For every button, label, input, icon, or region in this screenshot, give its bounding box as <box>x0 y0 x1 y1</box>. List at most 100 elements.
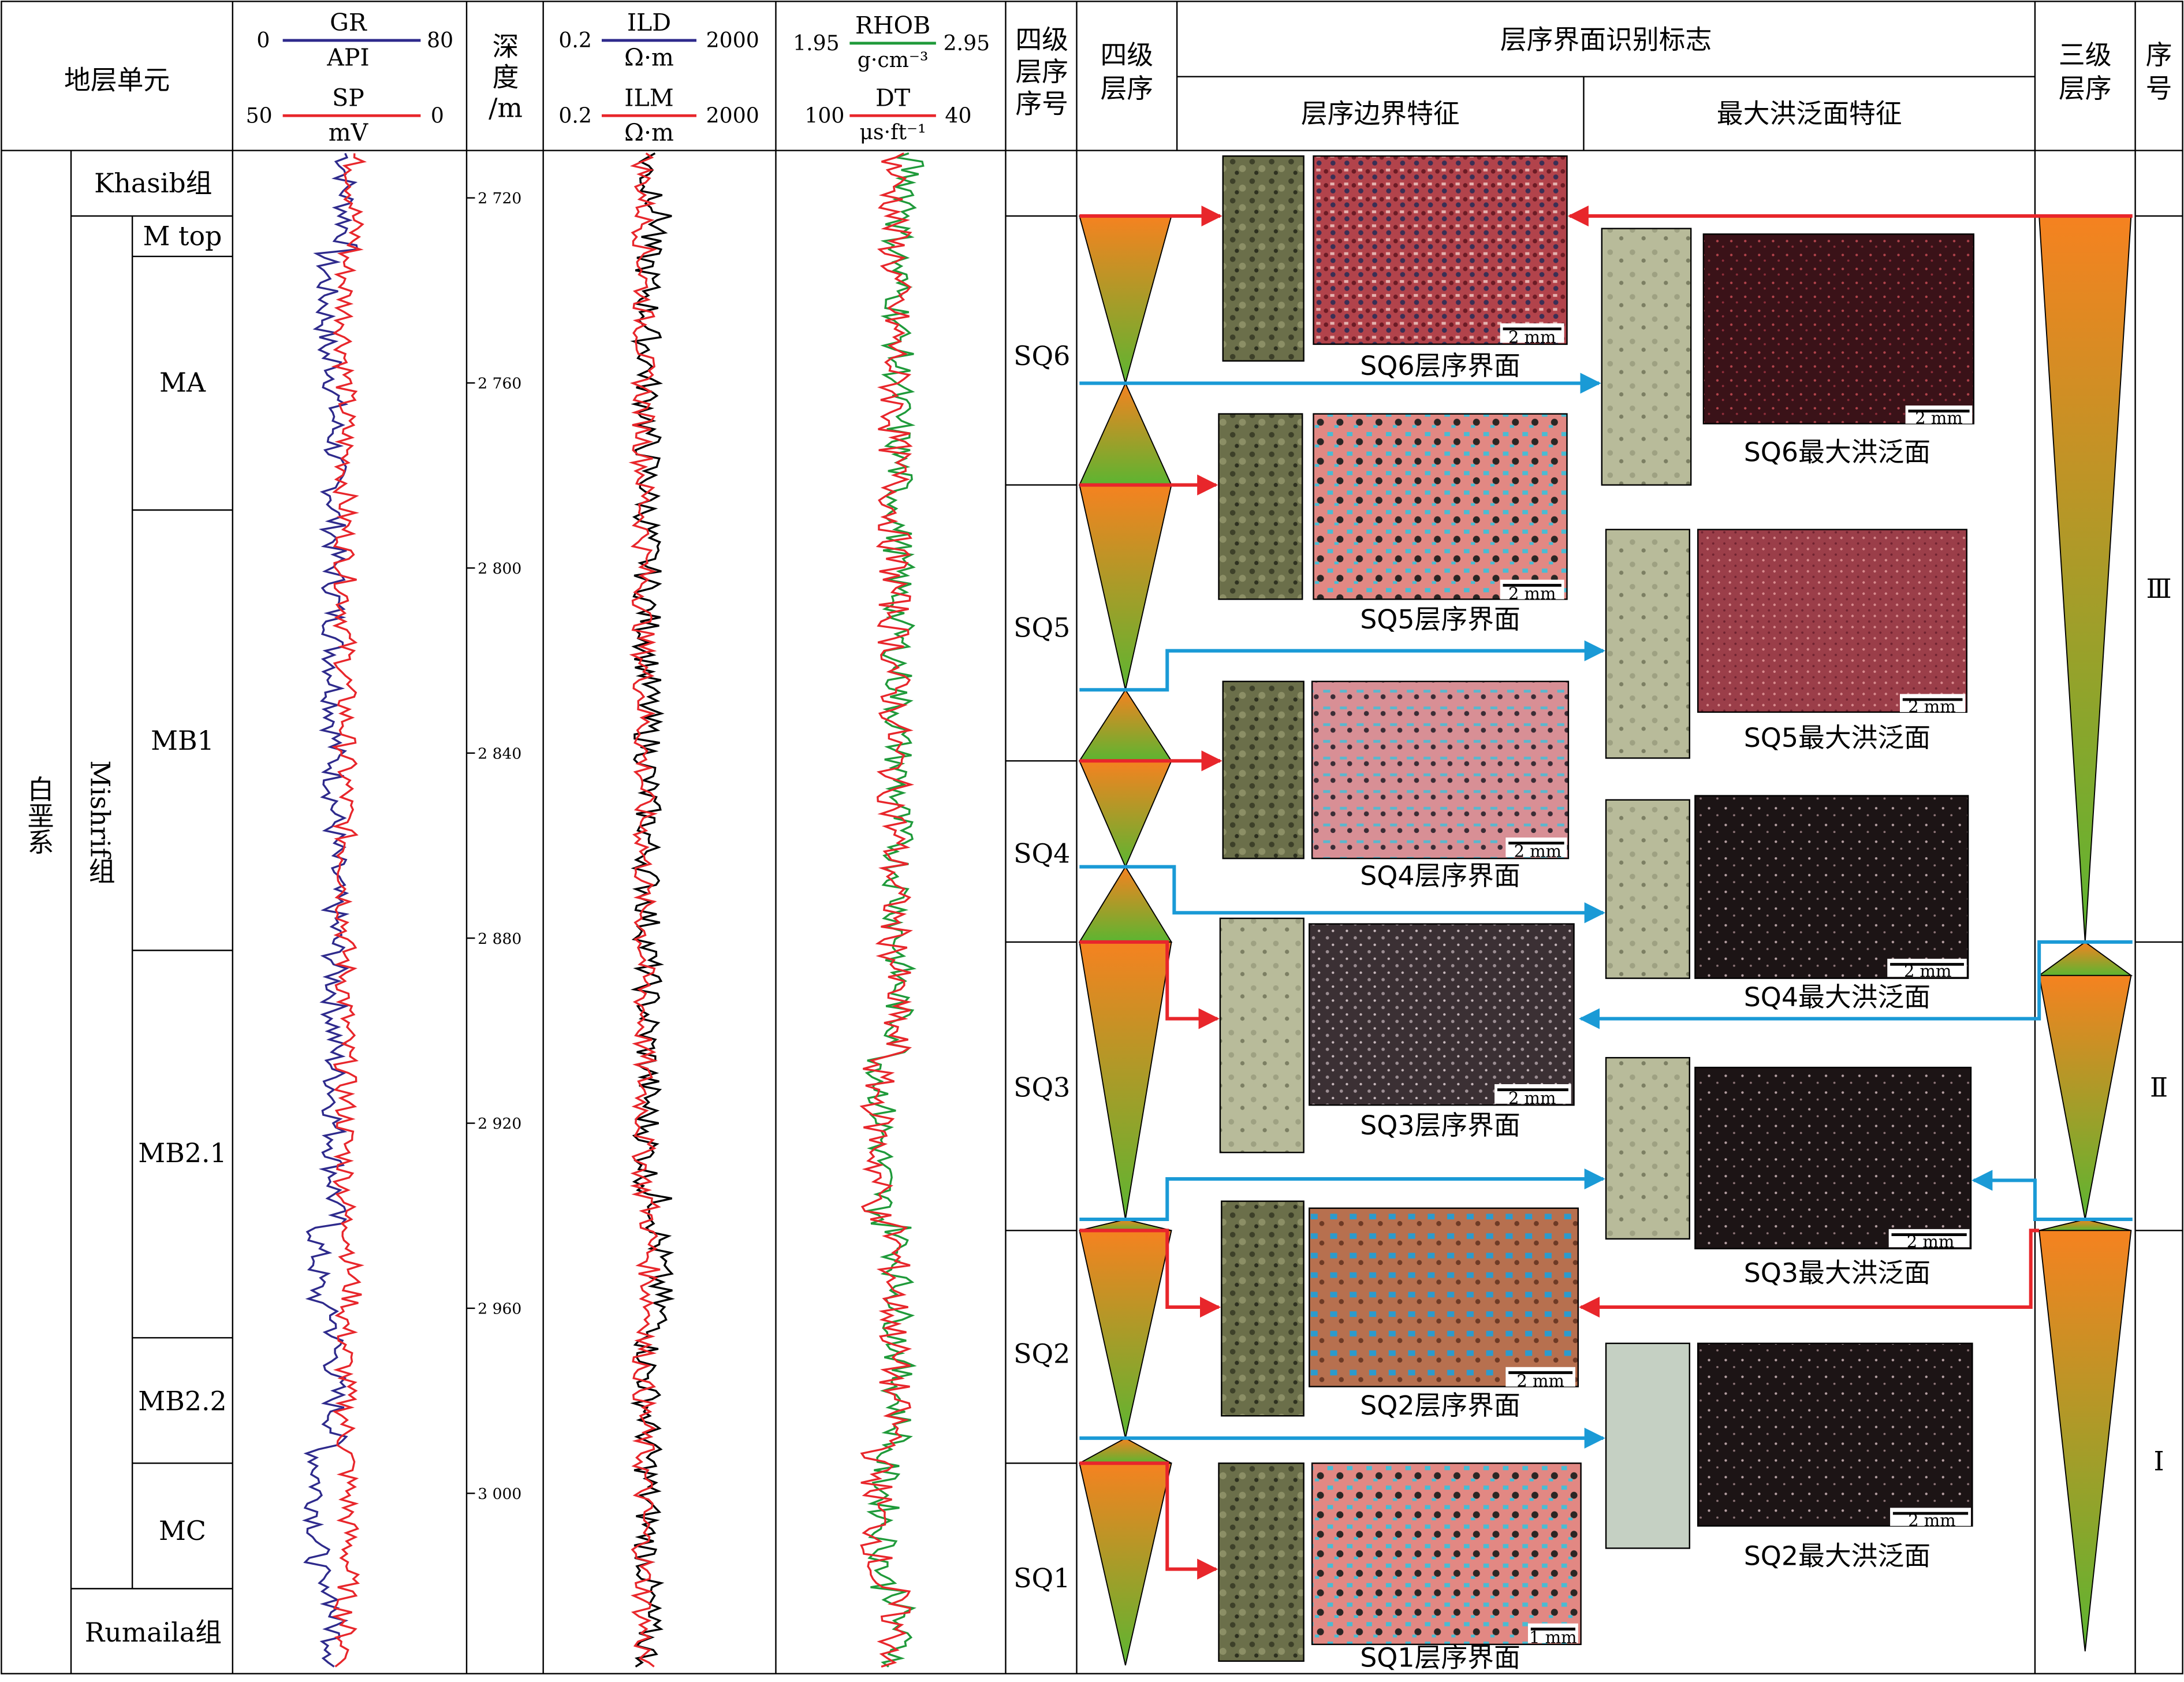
sq4-mfs-arrow <box>1079 865 1605 924</box>
header-third-seq-1: 三级 <box>2059 39 2112 70</box>
dt-unit: μs·ft⁻¹ <box>860 120 926 144</box>
sq1-boundary-thin-section <box>1311 1463 1582 1646</box>
sq1-boundary-core-photo <box>1218 1463 1305 1662</box>
sq2-mfs-thin-section <box>1697 1342 1973 1527</box>
sp-name: SP <box>332 84 364 111</box>
sq5-boundary-caption: SQ5层序界面 <box>1360 604 1520 635</box>
depth-axis: 2 720 2 760 2 800 2 840 2 880 2 920 2 960 3 000 <box>467 189 521 1503</box>
header-fourth-seq-2: 层序 <box>1100 73 1153 104</box>
ilm-name: ILM <box>624 84 673 111</box>
sp-max: 0 <box>431 103 444 128</box>
member-mb2-2: MB2.2 <box>138 1386 226 1417</box>
sq4-boundary-caption: SQ4层序界面 <box>1360 860 1520 891</box>
third-order-triangles <box>2037 215 2133 1652</box>
depth-tick-label: 2 960 <box>478 1300 521 1318</box>
sq6-boundary-thin-section <box>1313 155 1568 345</box>
sq5-mfs-arrow <box>1079 640 1605 692</box>
sq5-transgressive-triangle <box>1078 689 1173 762</box>
depth-tick-label: 2 880 <box>478 930 521 948</box>
scale-bar-label: 1 mm <box>1529 1627 1576 1647</box>
third-seq-ii-label: Ⅱ <box>2150 1072 2168 1103</box>
sq4-regressive-triangle <box>1078 760 1172 869</box>
scale-bar-label: 2 mm <box>1908 697 1955 716</box>
scale-bar-label: 2 mm <box>1508 1088 1556 1108</box>
sq1-label: SQ1 <box>1013 1562 1070 1594</box>
sq5-regressive-triangle <box>1079 484 1172 690</box>
third-seq-ii-triangle <box>2038 974 2132 1220</box>
header-mfs-feature: 最大洪泛面特征 <box>1717 98 1902 129</box>
sq4-label: SQ4 <box>1013 838 1070 869</box>
sq4-transgressive-triangle <box>1078 865 1173 943</box>
dt-min: 100 <box>804 103 844 128</box>
sq2-transgressive-triangle <box>1079 1437 1172 1464</box>
scale-bar-label: 2 mm <box>1516 1371 1564 1391</box>
rhob-min: 1.95 <box>793 31 840 55</box>
khasib-label: Khasib组 <box>94 168 212 199</box>
sq3-boundary-core-photo <box>1219 917 1305 1153</box>
rhob-max: 2.95 <box>944 31 990 55</box>
member-m-top: M top <box>143 221 222 252</box>
sq2-mfs-caption: SQ2最大洪泛面 <box>1744 1540 1930 1571</box>
ild-name: ILD <box>627 9 671 36</box>
sq2-mfs-core-photo <box>1605 1342 1690 1549</box>
scale-bar-label: 2 mm <box>1904 961 1951 981</box>
dt-max: 40 <box>945 103 971 128</box>
boundary-photos <box>1218 155 1582 1662</box>
third-seq-iii-label: Ⅲ <box>2146 573 2172 604</box>
scale-bar-label: 2 mm <box>1508 327 1556 347</box>
sq4-mfs-thin-section <box>1694 795 1969 979</box>
third-seq-i-label: Ⅰ <box>2154 1445 2164 1476</box>
formation-label: Mishrif组 <box>85 760 116 884</box>
sq3-mfs-caption: SQ3最大洪泛面 <box>1744 1257 1930 1289</box>
header-third-seq-2: 层序 <box>2059 73 2112 104</box>
rumaila-label: Rumaila组 <box>85 1617 222 1648</box>
scale-bars: 2 mm 2 mm 2 mm 2 mm 2 mm 1 mm 2 mm 2 mm … <box>1494 323 1973 1647</box>
depth-tick-label: 2 760 <box>478 375 521 393</box>
third-seq-iii-triangle <box>2038 215 2132 942</box>
header-depth-3: /m <box>489 92 523 124</box>
sq3-regressive-triangle <box>1079 941 1172 1220</box>
header-depth-2: 度 <box>493 62 519 93</box>
sq5-boundary-core-photo <box>1218 413 1303 600</box>
sp-min: 50 <box>246 103 273 128</box>
third-seq-i-triangle <box>2038 1230 2132 1652</box>
header-fourth-seq-no-1: 四级 <box>1015 24 1068 55</box>
rhob-unit: g·cm⁻³ <box>858 47 929 72</box>
sp-curve <box>331 153 367 1668</box>
ild-unit: Ω·m <box>624 43 674 71</box>
scale-bar-label: 2 mm <box>1508 583 1556 603</box>
ilm-unit: Ω·m <box>624 119 674 147</box>
member-ma: MA <box>159 367 206 398</box>
scale-bar-label: 2 mm <box>1908 1510 1955 1530</box>
gr-max: 80 <box>427 28 453 53</box>
header-fourth-seq-1: 四级 <box>1100 39 1153 70</box>
sq4-boundary-core-photo <box>1222 680 1305 859</box>
rhob-name: RHOB <box>855 12 930 39</box>
header-strat-unit: 地层单元 <box>64 64 170 95</box>
ild-max: 2000 <box>706 28 759 53</box>
member-mb2-1: MB2.1 <box>138 1137 226 1169</box>
ild-curve <box>630 152 675 1668</box>
depth-tick-label: 2 840 <box>478 745 521 762</box>
scale-bar-label: 2 mm <box>1907 1231 1954 1251</box>
sq5-mfs-caption: SQ5最大洪泛面 <box>1744 722 1930 753</box>
sq2-boundary-core-photo <box>1221 1200 1305 1417</box>
sq3-label: SQ3 <box>1013 1072 1070 1103</box>
member-mb1: MB1 <box>151 725 214 756</box>
dt-curve <box>859 152 915 1668</box>
third-seq-ii-top-triangle <box>2037 941 2133 976</box>
sq6-transgressive-triangle <box>1078 382 1172 486</box>
sq6-mfs-caption: SQ6最大洪泛面 <box>1744 437 1930 468</box>
gr-name: GR <box>330 9 367 36</box>
sq5-mfs-thin-section <box>1697 529 1967 713</box>
header-boundary-feature: 层序边界特征 <box>1301 98 1460 129</box>
header-fourth-seq-no-2: 层序 <box>1015 56 1068 87</box>
sq6-boundary-core-photo <box>1222 155 1305 362</box>
sq5-boundary-thin-section <box>1313 413 1568 600</box>
header-boundary-marks: 层序界面识别标志 <box>1500 24 1712 55</box>
sq6-boundary-caption: SQ6层序界面 <box>1360 350 1520 381</box>
sq3-boundary-caption: SQ3层序界面 <box>1360 1110 1520 1141</box>
depth-tick-label: 2 720 <box>478 189 521 207</box>
sq3-mfs-thin-section <box>1694 1066 1972 1249</box>
